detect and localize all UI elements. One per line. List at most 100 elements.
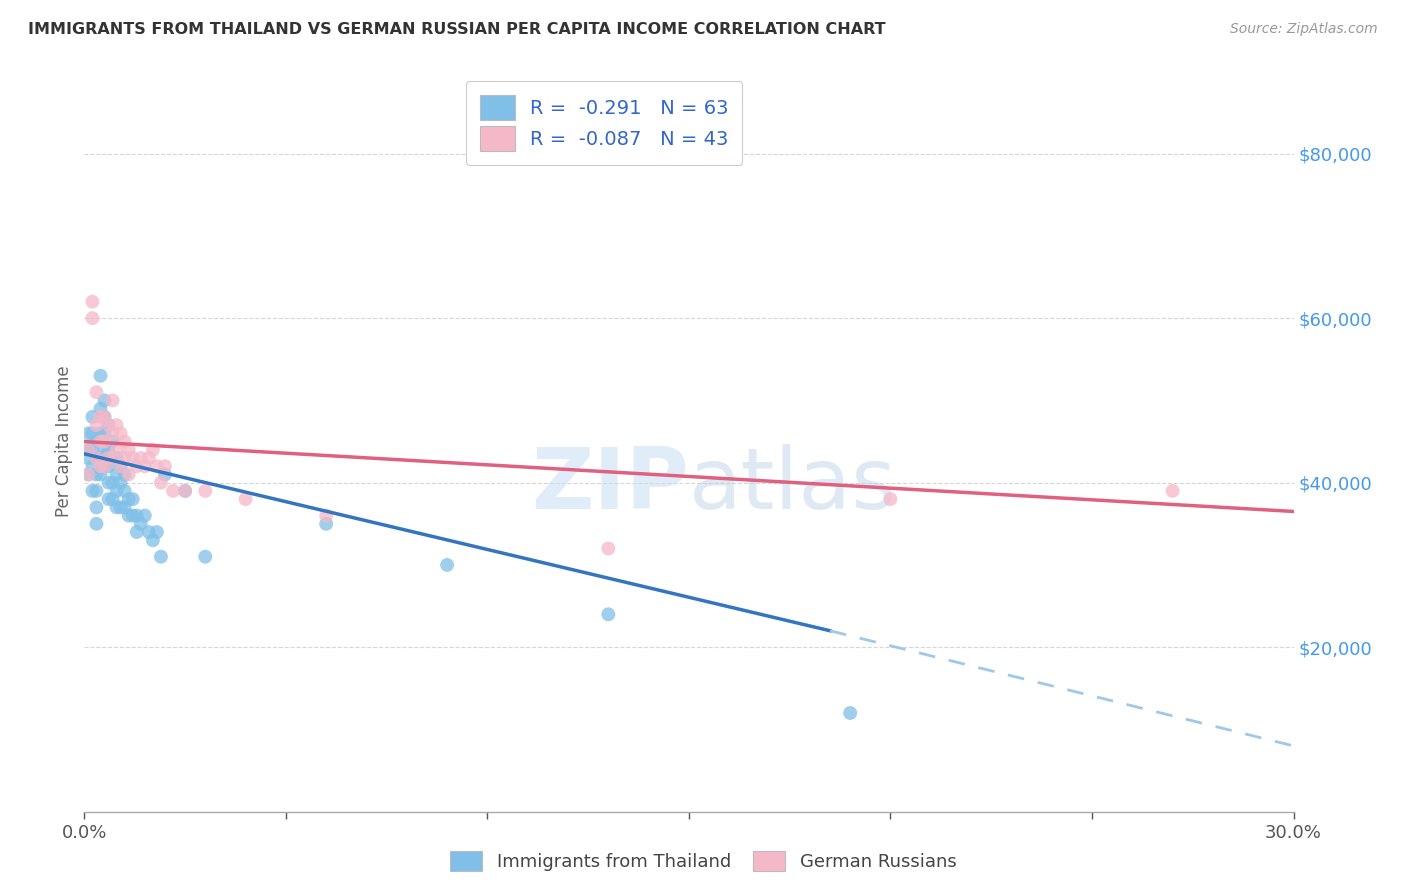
Point [153,467,176,482]
Point [93,409,115,424]
Point [129,516,152,531]
Text: atlas: atlas [689,444,897,527]
Point [105,442,128,457]
Point [114,483,136,498]
Point [146,524,169,539]
Point [110,426,132,441]
Point [93,434,115,449]
Point [149,475,172,490]
Point [89,426,111,441]
Point [93,459,115,474]
Point [1161,483,1184,498]
Text: IMMIGRANTS FROM THAILAND VS GERMAN RUSSIAN PER CAPITA INCOME CORRELATION CHART: IMMIGRANTS FROM THAILAND VS GERMAN RUSSI… [28,22,886,37]
Point [77,442,100,457]
Point [89,467,111,482]
Point [138,524,160,539]
Point [86,434,108,449]
Point [839,706,862,720]
Point [162,483,184,498]
Y-axis label: Per Capita Income: Per Capita Income [55,366,73,517]
Point [101,426,124,441]
Point [97,418,120,433]
Point [142,533,165,548]
Point [149,549,172,564]
Point [110,459,132,474]
Legend: Immigrants from Thailand, German Russians: Immigrants from Thailand, German Russian… [443,844,963,879]
Point [89,368,111,383]
Point [110,475,132,490]
Point [82,483,104,498]
Point [598,541,620,556]
Text: Source: ZipAtlas.com: Source: ZipAtlas.com [1230,22,1378,37]
Point [82,459,104,474]
Point [315,516,337,531]
Point [82,426,104,441]
Point [118,467,141,482]
Point [174,483,197,498]
Point [86,450,108,465]
Point [129,450,152,465]
Point [105,483,128,498]
Point [93,393,115,408]
Point [97,442,120,457]
Point [153,459,176,474]
Point [101,450,124,465]
Point [105,418,128,433]
Point [77,442,100,457]
Point [86,385,108,400]
Point [86,500,108,515]
Point [89,459,111,474]
Point [97,475,120,490]
Point [89,434,111,449]
Point [134,508,156,523]
Point [125,459,148,474]
Point [138,450,160,465]
Point [86,418,108,433]
Point [86,483,108,498]
Point [142,442,165,457]
Point [118,508,141,523]
Point [146,459,169,474]
Text: ZIP: ZIP [531,444,689,527]
Point [114,434,136,449]
Point [110,500,132,515]
Point [118,442,141,457]
Point [121,508,143,523]
Point [114,450,136,465]
Point [105,467,128,482]
Point [82,442,104,457]
Point [82,409,104,424]
Point [121,450,143,465]
Legend: R =  -0.291   N = 63, R =  -0.087   N = 43: R = -0.291 N = 63, R = -0.087 N = 43 [467,81,742,165]
Point [194,483,217,498]
Point [125,508,148,523]
Point [86,516,108,531]
Point [194,549,217,564]
Point [89,401,111,416]
Point [101,434,124,449]
Point [101,450,124,465]
Point [114,467,136,482]
Point [89,450,111,465]
Point [879,492,901,507]
Point [235,492,257,507]
Point [86,467,108,482]
Point [114,500,136,515]
Point [315,508,337,523]
Point [105,450,128,465]
Point [93,426,115,441]
Point [93,442,115,457]
Point [97,418,120,433]
Point [105,500,128,515]
Point [174,483,197,498]
Point [93,459,115,474]
Point [101,475,124,490]
Point [436,558,458,572]
Point [82,311,104,326]
Point [101,492,124,507]
Point [118,492,141,507]
Point [121,492,143,507]
Point [97,459,120,474]
Point [77,467,100,482]
Point [82,294,104,309]
